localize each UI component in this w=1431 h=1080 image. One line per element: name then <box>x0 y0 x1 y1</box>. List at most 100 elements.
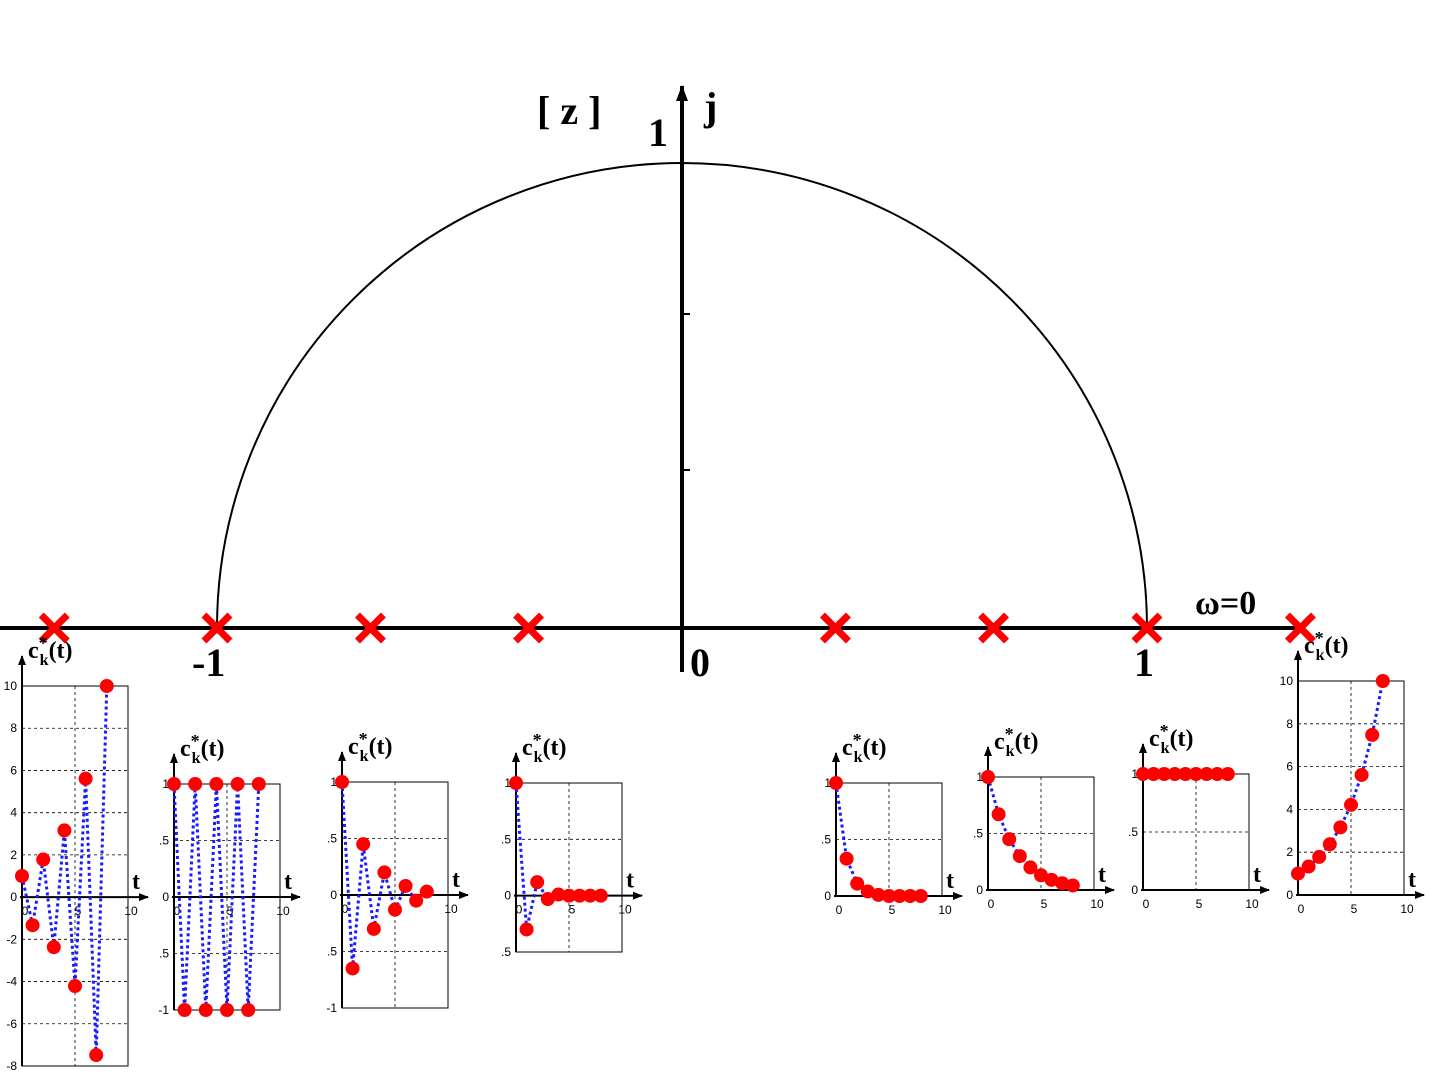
response-point <box>882 889 896 903</box>
response-point <box>913 889 928 903</box>
label-tail: (t) <box>201 736 225 762</box>
response-point <box>99 679 114 693</box>
y-tick-label: -6 <box>6 1017 17 1031</box>
response-point <box>1322 837 1337 852</box>
response-point <box>860 884 875 899</box>
x-axis-label: t <box>452 867 460 893</box>
x-tick-label: 0 <box>1143 897 1150 911</box>
pole <box>513 612 545 644</box>
label-sub: k <box>1006 743 1015 760</box>
response-point <box>1167 767 1182 781</box>
y-tick-label: 1 <box>824 776 831 790</box>
y-tick-label: -1 <box>326 1001 337 1015</box>
y-tick-label: .5 <box>821 833 831 847</box>
response-point <box>1189 767 1203 781</box>
y-tick-label: 1 <box>162 777 169 791</box>
x-tick-label: 10 <box>124 904 138 918</box>
y-tick-label: 0 <box>824 889 831 903</box>
response-point <box>1044 872 1059 887</box>
response-point <box>15 869 29 883</box>
response-point <box>903 889 918 903</box>
response-point <box>829 776 843 790</box>
y-tick-label: 1 <box>976 770 983 784</box>
label-base: c <box>348 734 359 760</box>
pole <box>1284 612 1316 644</box>
pole <box>978 612 1010 644</box>
label-sup: * <box>853 730 862 750</box>
label-tail: (t) <box>1015 729 1039 755</box>
response-point <box>198 1003 213 1017</box>
response-point <box>1312 849 1327 864</box>
y-tick-label: 4 <box>1286 802 1293 816</box>
y-tick-label: 0 <box>976 883 983 897</box>
x-tick-label: 10 <box>618 903 632 917</box>
label-sup: * <box>39 633 48 653</box>
x-tick-label: 0 <box>988 897 995 911</box>
response-point <box>871 887 886 902</box>
y-tick-label: 10 <box>1280 674 1294 688</box>
label-base: c <box>522 735 533 761</box>
response-point <box>89 1048 104 1063</box>
response-point <box>377 865 392 880</box>
response-point <box>335 775 349 789</box>
response-line <box>514 782 601 930</box>
pole <box>819 612 851 644</box>
plot-label: c* k(t) <box>994 724 1039 760</box>
y-tick-label: 1 <box>330 775 337 789</box>
pole <box>354 612 386 644</box>
response-point <box>1178 767 1193 781</box>
label-sup: * <box>359 729 368 749</box>
x-axis-label: t <box>132 869 140 895</box>
x-tick-label: 0 <box>22 904 29 918</box>
response-point <box>850 876 865 891</box>
label-sup: * <box>1315 628 1324 648</box>
response-point <box>593 888 608 903</box>
response-point <box>1023 860 1038 875</box>
response-point <box>839 851 854 866</box>
x-tick-label: 10 <box>1400 902 1414 916</box>
x-tick-label: 10 <box>1245 897 1259 911</box>
response-point <box>551 887 566 902</box>
x-tick-label: 5 <box>569 903 576 917</box>
response-point <box>1354 767 1369 782</box>
label-sub: k <box>534 749 543 766</box>
plot-label: c* k(t) <box>522 730 567 766</box>
response-point <box>1210 767 1225 781</box>
y-tick-label: .5 <box>159 947 169 961</box>
response-plot: 0 2 4 6 8 10 0 5 10 t c* k(t) <box>1280 628 1425 916</box>
pole <box>1131 612 1163 644</box>
label-base: c <box>28 638 39 664</box>
label-tail: (t) <box>863 735 887 761</box>
label-sup: * <box>191 731 200 751</box>
response-point <box>1220 767 1235 781</box>
label-sup: * <box>1005 724 1014 744</box>
response-line <box>20 685 109 1056</box>
x-tick-label: 10 <box>1090 897 1104 911</box>
label-base: c <box>994 729 1005 755</box>
y-tick-label: 8 <box>1286 717 1293 731</box>
response-point <box>177 1003 192 1017</box>
response-point <box>1157 767 1172 781</box>
x-tick-label: 10 <box>938 903 952 917</box>
y-tick-label: -1 <box>158 1003 169 1017</box>
response-point <box>1002 832 1017 847</box>
y-tick-label: .5 <box>501 945 511 959</box>
response-point <box>220 1003 234 1017</box>
x-axis-label: t <box>1253 862 1261 888</box>
pole <box>38 612 70 644</box>
response-point <box>1034 868 1048 883</box>
x-axis-label: t <box>626 868 634 894</box>
response-point <box>68 978 82 993</box>
x-tick-label: 0 <box>836 903 843 917</box>
x-axis-label: t <box>1098 862 1106 888</box>
plot-label: c* k(t) <box>842 730 887 766</box>
response-point <box>1344 797 1358 812</box>
y-tick-label: .5 <box>159 834 169 848</box>
y-tick-label: 10 <box>4 679 18 693</box>
response-point <box>1291 866 1305 881</box>
